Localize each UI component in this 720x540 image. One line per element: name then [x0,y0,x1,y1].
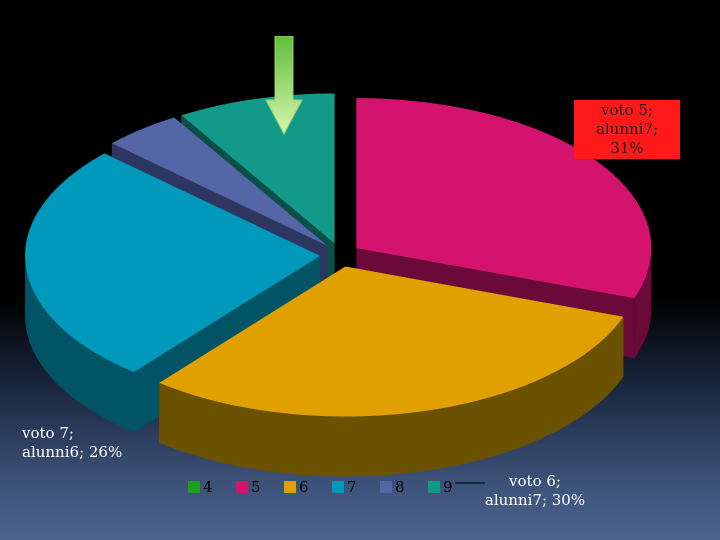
legend-item-9: 9 [428,478,476,496]
legend-label: 8 [395,478,405,496]
legend-label: 4 [203,478,213,496]
data-label-6: voto 6; alunni7; 30% [484,472,586,509]
down-arrow-icon [265,36,303,136]
chart-legend: 4 5 6 7 8 9 [188,478,476,496]
legend-swatch [284,481,296,493]
data-label-5: voto 5; alunni7; 31% [574,100,680,159]
legend-swatch [332,481,344,493]
legend-swatch [380,481,392,493]
legend-label: 6 [299,478,309,496]
legend-item-7: 7 [332,478,380,496]
legend-label: 9 [443,478,453,496]
legend-item-4: 4 [188,478,236,496]
pie-slice-6 [159,266,624,477]
legend-swatch [428,481,440,493]
legend-swatch [188,481,200,493]
legend-item-5: 5 [236,478,284,496]
leader-line [455,482,485,484]
legend-swatch [236,481,248,493]
legend-item-8: 8 [380,478,428,496]
legend-label: 5 [251,478,261,496]
legend-item-6: 6 [284,478,332,496]
legend-label: 7 [347,478,357,496]
data-label-7: voto 7; alunni6; 26% [22,424,123,461]
